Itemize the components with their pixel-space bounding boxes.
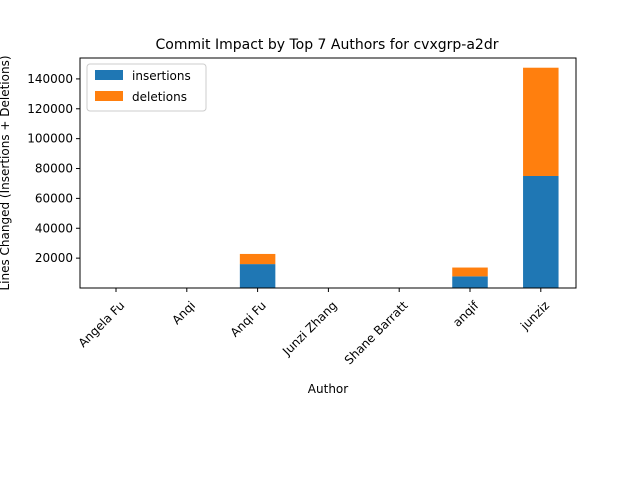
- bar-deletions-5: [452, 267, 488, 277]
- y-tick-label: 80000: [35, 162, 73, 176]
- bars: [98, 67, 559, 288]
- bar-deletions-2: [239, 253, 276, 265]
- plot-frame: [79, 57, 577, 289]
- legend-swatch-deletions: [95, 91, 123, 101]
- bar-deletions-6: [523, 67, 559, 176]
- x-axis: Angela Fu Anqi Anqi Fu Junzi Zhang Shane Bar…: [76, 288, 552, 367]
- bar-insertions-6: [523, 175, 559, 288]
- x-tick-label: anqif: [450, 298, 482, 330]
- y-axis-label: Lines Changed (Insertions + Deletions): [0, 55, 12, 290]
- y-tick-label: 100000: [27, 132, 73, 146]
- x-tick-label: Anqi Fu: [228, 298, 269, 339]
- x-tick-label: Angela Fu: [76, 298, 128, 350]
- y-axis: 20000 40000 60000 80000 100000 120000 140000: [27, 72, 80, 265]
- y-tick-label: 60000: [35, 191, 73, 205]
- y-tick-label: 120000: [27, 102, 73, 116]
- x-tick-label: Shane Barratt: [342, 298, 411, 367]
- bar-insertions-2: [239, 264, 276, 288]
- legend-label-insertions: insertions: [132, 69, 191, 83]
- legend-label-deletions: deletions: [132, 90, 187, 104]
- y-tick-label: 140000: [27, 72, 73, 86]
- legend: insertions deletions: [86, 63, 207, 112]
- chart-title: Commit Impact by Top 7 Authors for cvxgr…: [156, 37, 499, 53]
- bar-insertions-5: [452, 276, 488, 288]
- y-tick-label: 20000: [35, 251, 73, 265]
- x-tick-label: Junzi Zhang: [279, 298, 340, 359]
- y-tick-label: 40000: [35, 221, 73, 235]
- x-tick-label: Anqi: [169, 298, 198, 327]
- x-axis-label: Author: [308, 382, 348, 396]
- legend-swatch-insertions: [95, 70, 123, 80]
- x-tick-label: junziz: [517, 298, 552, 333]
